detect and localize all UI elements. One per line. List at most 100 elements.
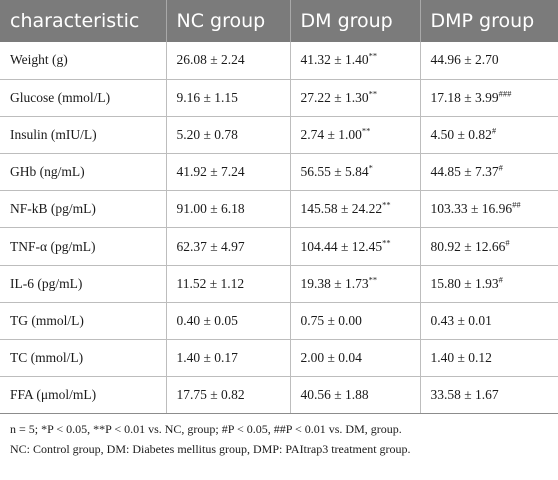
table-row: GHb (ng/mL) 41.92 ± 7.24 56.55 ± 5.84* 44.8…: [0, 153, 558, 192]
cell-dmp-group: 17.18 ± 3.99###: [420, 79, 558, 117]
cell-nc-group: 1.40 ± 0.17: [166, 339, 291, 378]
cell-value: 0.43 ± 0.01: [430, 312, 492, 328]
row-characteristic-label: Weight (g): [0, 42, 167, 80]
cell-dm-group: 145.58 ± 24.22**: [290, 190, 421, 229]
significance-marker: #: [491, 125, 497, 136]
cell-value: 11.52 ± 1.12: [176, 275, 245, 291]
cell-value: 2.00 ± 0.04: [300, 350, 362, 366]
significance-marker: #: [498, 274, 503, 285]
cell-value: 0.40 ± 0.05: [176, 312, 238, 328]
cell-nc-group: 17.75 ± 0.82: [166, 376, 291, 415]
cell-value: 26.08 ± 2.24: [176, 52, 245, 68]
characteristics-table: characteristic NC group DM group DMP gro…: [0, 0, 558, 415]
table-row: IL-6 (pg/mL) 11.52 ± 1.12 19.38 ± 1.73** 15…: [0, 265, 558, 303]
table-row: Glucose (mmol/L) 9.16 ± 1.15 27.22 ± 1.30*…: [0, 79, 558, 117]
cell-value: 17.75 ± 0.82: [176, 387, 245, 403]
cell-value: 62.37 ± 4.97: [176, 238, 245, 254]
table-row: NF-kB (pg/mL) 91.00 ± 6.18 145.58 ± 24.22*…: [0, 190, 558, 229]
cell-value: 19.38 ± 1.73: [300, 275, 369, 291]
cell-value: 1.40 ± 0.12: [430, 350, 492, 366]
cell-nc-group: 0.40 ± 0.05: [166, 302, 291, 341]
row-characteristic-label: Glucose (mmol/L): [0, 79, 167, 117]
table-row: TC (mmol/L) 1.40 ± 0.17 2.00 ± 0.04 1.40 ± …: [0, 339, 558, 378]
cell-nc-group: 26.08 ± 2.24: [166, 42, 291, 80]
cell-dm-group: 27.22 ± 1.30**: [290, 79, 421, 117]
cell-value: 104.44 ± 12.45: [300, 238, 383, 254]
header-row: characteristic NC group DM group DMP gro…: [0, 0, 558, 42]
row-characteristic-label: IL-6 (pg/mL): [0, 265, 167, 303]
table-row: TNF-α (pg/mL) 62.37 ± 4.97 104.44 ± 12.45*…: [0, 227, 558, 266]
cell-dmp-group: 103.33 ± 16.96##: [420, 190, 558, 229]
cell-dmp-group: 0.43 ± 0.01: [420, 302, 558, 341]
table-row: Weight (g) 26.08 ± 2.24 41.32 ± 1.40** 44.9…: [0, 42, 558, 80]
significance-marker: **: [361, 125, 371, 136]
row-characteristic-label: TG (mmol/L): [0, 302, 167, 341]
cell-value: 56.55 ± 5.84: [300, 164, 369, 180]
table-row: TG (mmol/L) 0.40 ± 0.05 0.75 ± 0.00 0.43 ± …: [0, 302, 558, 341]
cell-value: 145.58 ± 24.22: [300, 201, 383, 217]
cell-dm-group: 2.74 ± 1.00**: [290, 116, 421, 155]
table-body: Weight (g) 26.08 ± 2.24 41.32 ± 1.40** 44.9…: [0, 42, 558, 415]
cell-value: 9.16 ± 1.15: [176, 89, 238, 105]
significance-marker: #: [505, 237, 510, 248]
cell-nc-group: 9.16 ± 1.15: [166, 79, 291, 117]
header-dm-group: DM group: [290, 0, 421, 42]
cell-value: 27.22 ± 1.30: [300, 89, 369, 105]
cell-nc-group: 91.00 ± 6.18: [166, 190, 291, 229]
cell-dm-group: 2.00 ± 0.04: [290, 339, 421, 378]
cell-value: 1.40 ± 0.17: [176, 350, 238, 366]
cell-value: 2.74 ± 1.00: [300, 126, 362, 142]
data-table-container: characteristic NC group DM group DMP gro…: [0, 0, 558, 415]
significance-marker: **: [382, 199, 391, 210]
cell-nc-group: 62.37 ± 4.97: [166, 227, 291, 266]
cell-value: 40.56 ± 1.88: [300, 387, 369, 403]
significance-marker: *: [368, 162, 373, 173]
cell-value: 41.32 ± 1.40: [300, 52, 369, 68]
cell-dmp-group: 15.80 ± 1.93#: [420, 265, 558, 303]
cell-dmp-group: 80.92 ± 12.66#: [420, 227, 558, 266]
footnote-significance: n = 5; *P < 0.05, **P < 0.01 vs. NC, gro…: [10, 422, 402, 436]
row-characteristic-label: FFA (μmol/mL): [0, 376, 167, 415]
header-nc-group: NC group: [166, 0, 291, 42]
cell-value: 41.92 ± 7.24: [176, 164, 245, 180]
header-dmp-group: DMP group: [430, 10, 535, 32]
cell-value: 15.80 ± 1.93: [430, 275, 499, 291]
row-characteristic-label: TNF-α (pg/mL): [0, 227, 167, 266]
table-footnotes: n = 5; *P < 0.05, **P < 0.01 vs. NC, gro…: [10, 419, 555, 459]
header-characteristic: characteristic: [0, 0, 167, 42]
cell-value: 103.33 ± 16.96: [430, 201, 513, 217]
row-characteristic-label: Insulin (mIU/L): [0, 116, 167, 155]
cell-dmp-group: 1.40 ± 0.12: [420, 339, 558, 378]
row-characteristic-label: TC (mmol/L): [0, 339, 167, 378]
cell-nc-group: 11.52 ± 1.12: [166, 265, 291, 303]
cell-value: 4.50 ± 0.82: [430, 126, 492, 142]
table-row: FFA (μmol/mL) 17.75 ± 0.82 40.56 ± 1.88 33.…: [0, 376, 558, 415]
cell-dmp-group: 33.58 ± 1.67: [420, 376, 558, 415]
significance-marker: **: [368, 50, 378, 61]
cell-dm-group: 104.44 ± 12.45**: [290, 227, 421, 266]
footnote-abbreviations: NC: Control group, DM: Diabetes mellitus…: [10, 442, 411, 456]
cell-dm-group: 19.38 ± 1.73**: [290, 265, 421, 303]
significance-marker: ##: [512, 199, 521, 210]
cell-dmp-group: 44.96 ± 2.70: [420, 42, 558, 80]
cell-nc-group: 41.92 ± 7.24: [166, 153, 291, 192]
cell-value: 44.96 ± 2.70: [430, 52, 499, 68]
cell-value: 44.85 ± 7.37: [430, 164, 499, 180]
significance-marker: ###: [498, 88, 512, 99]
row-characteristic-label: GHb (ng/mL): [0, 153, 167, 192]
cell-dmp-group: 44.85 ± 7.37#: [420, 153, 558, 192]
table-row: Insulin (mIU/L) 5.20 ± 0.78 2.74 ± 1.00** 4…: [0, 116, 558, 155]
cell-value: 5.20 ± 0.78: [176, 126, 238, 142]
cell-dm-group: 41.32 ± 1.40**: [290, 42, 421, 80]
cell-value: 17.18 ± 3.99: [430, 89, 499, 105]
significance-marker: **: [382, 237, 391, 248]
cell-dm-group: 40.56 ± 1.88: [290, 376, 421, 415]
cell-nc-group: 5.20 ± 0.78: [166, 116, 291, 155]
cell-dm-group: 56.55 ± 5.84*: [290, 153, 421, 192]
significance-marker: **: [368, 274, 378, 285]
cell-value: 33.58 ± 1.67: [430, 387, 499, 403]
cell-value: 0.75 ± 0.00: [300, 312, 362, 328]
cell-value: 91.00 ± 6.18: [176, 201, 245, 217]
cell-dmp-group: 4.50 ± 0.82#: [420, 116, 558, 155]
table-header: characteristic NC group DM group DMP gro…: [0, 0, 558, 42]
